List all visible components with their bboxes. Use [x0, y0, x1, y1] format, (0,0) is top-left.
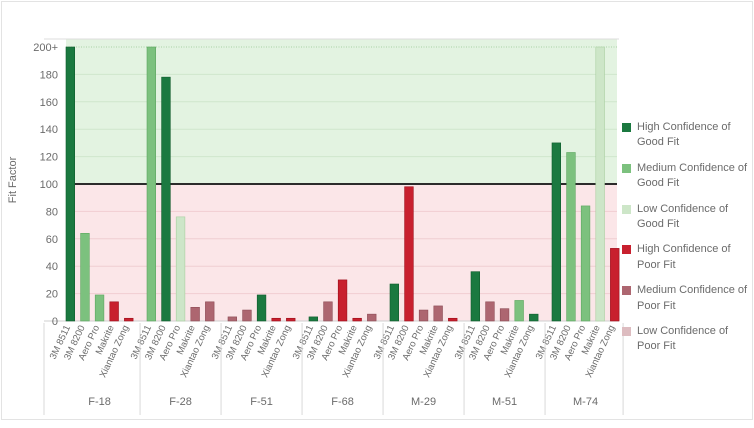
svg-text:140: 140	[40, 124, 58, 136]
svg-text:Fit Factor: Fit Factor	[7, 156, 19, 203]
svg-text:80: 80	[46, 206, 58, 218]
svg-text:F-18: F-18	[88, 396, 111, 408]
svg-text:M-51: M-51	[492, 396, 517, 408]
svg-text:180: 180	[40, 69, 58, 81]
svg-text:120: 120	[40, 152, 58, 164]
svg-text:100: 100	[40, 179, 58, 191]
svg-text:M-29: M-29	[411, 396, 436, 408]
svg-text:0: 0	[52, 316, 58, 328]
svg-text:20: 20	[46, 289, 58, 301]
svg-text:M-74: M-74	[573, 396, 598, 408]
svg-text:60: 60	[46, 234, 58, 246]
svg-text:F-68: F-68	[331, 396, 354, 408]
svg-text:40: 40	[46, 261, 58, 273]
svg-text:200+: 200+	[33, 42, 58, 54]
svg-text:F-51: F-51	[250, 396, 273, 408]
svg-text:F-28: F-28	[169, 396, 192, 408]
svg-text:160: 160	[40, 97, 58, 109]
